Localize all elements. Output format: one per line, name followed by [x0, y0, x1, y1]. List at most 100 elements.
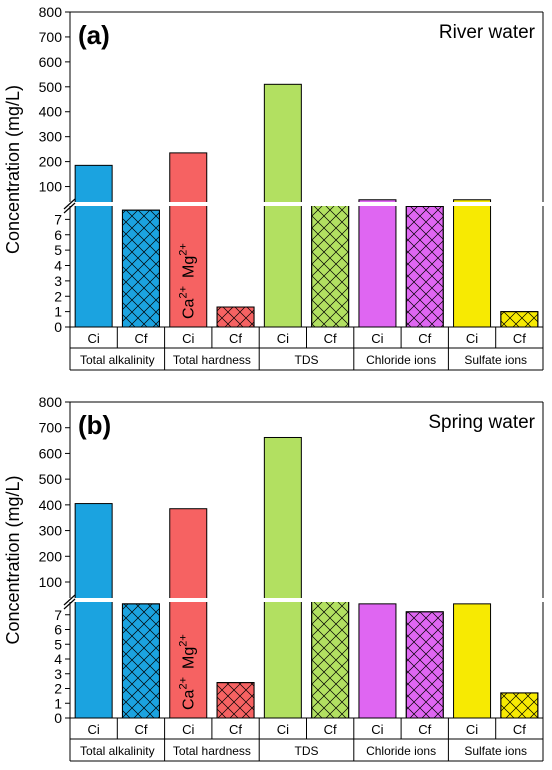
y-tick-label: 400: [39, 497, 63, 513]
panel-label: (b): [78, 410, 111, 440]
bar-sulfate-ions-ci: [453, 199, 492, 328]
y-tick-label: 2: [54, 681, 62, 697]
group-label: TDS: [295, 744, 319, 758]
panel-label: (a): [78, 20, 110, 50]
bar-hatch-sulfate-ions: [500, 692, 539, 719]
bar-total-alkalinity-ci: [74, 503, 113, 719]
bar-hatch-total-alkalinity: [121, 209, 160, 328]
y-tick-label: 300: [39, 129, 63, 145]
y-tick-label: 800: [39, 394, 63, 410]
y-tick-label: 100: [39, 179, 63, 195]
axis-break-mark: [63, 198, 76, 210]
y-tick-label: 6: [54, 227, 62, 243]
y-tick-label: 5: [54, 636, 62, 652]
bar-hatch-sulfate-ions: [500, 311, 539, 328]
group-label: Sulfate ions: [464, 353, 527, 367]
y-tick-label: 200: [39, 154, 63, 170]
group-label: Total alkalinity: [80, 353, 155, 367]
y-tick-label: 5: [54, 242, 62, 258]
y-tick-label: 3: [54, 273, 62, 289]
y-tick-label: 600: [39, 54, 63, 70]
y-axis-label: Concentration (mg/L): [3, 475, 23, 644]
category-label-ci: Ci: [277, 722, 289, 737]
group-label: Total hardness: [173, 744, 251, 758]
group-label: TDS: [295, 353, 319, 367]
group-label: Chloride ions: [366, 744, 436, 758]
y-tick-label: 1: [54, 304, 62, 320]
annotation-ca: Ca: [180, 689, 197, 710]
bar-total-alkalinity-ci: [74, 164, 113, 328]
group-label: Chloride ions: [366, 353, 436, 367]
bar-hatch-total-hardness: [216, 306, 255, 328]
y-tick-label: 6: [54, 622, 62, 638]
category-label-ci: Ci: [466, 722, 478, 737]
category-label-ci: Ci: [277, 331, 289, 346]
y-tick-label: 800: [39, 4, 63, 20]
axis-break-mark: [63, 594, 76, 606]
bar-hatch-tds: [311, 202, 350, 328]
hardness-ions-annotation: Ca2+Mg2+: [177, 243, 197, 319]
panel-title: Spring water: [428, 412, 535, 433]
bar-tds-ci: [263, 436, 302, 719]
bar-sulfate-ions-ci: [453, 603, 492, 719]
axis-break-gap: [64, 202, 543, 206]
category-label-ci: Ci: [466, 331, 478, 346]
y-tick-label: 4: [54, 651, 62, 667]
category-label-ci: Ci: [88, 331, 100, 346]
y-tick-label: 500: [39, 79, 63, 95]
bar-total-hardness-ci: [169, 508, 208, 719]
y-axis-label: Concentration (mg/L): [3, 85, 23, 254]
category-label-ci: Ci: [182, 722, 194, 737]
y-tick-label: 0: [54, 710, 62, 726]
category-label-cf: Cf: [229, 331, 242, 346]
category-label-cf: Cf: [513, 331, 526, 346]
group-label: Sulfate ions: [464, 744, 527, 758]
bar-chloride-ions-ci: [358, 199, 397, 328]
bar-hatch-total-alkalinity: [121, 603, 160, 719]
y-tick-label: 400: [39, 104, 63, 120]
y-tick-label: 2: [54, 288, 62, 304]
annotation-ca-sup: 2+: [177, 286, 189, 299]
annotation-ca-sup: 2+: [177, 677, 189, 690]
bar-hatch-total-hardness: [216, 682, 255, 719]
annotation-mg: Mg: [180, 647, 197, 669]
bar-hatch-tds: [311, 598, 350, 719]
category-label-cf: Cf: [134, 722, 147, 737]
y-tick-label: 0: [54, 319, 62, 335]
category-label-cf: Cf: [134, 331, 147, 346]
category-label-ci: Ci: [371, 722, 383, 737]
panel-title: River water: [439, 22, 536, 43]
y-tick-label: 100: [39, 574, 63, 590]
category-label-cf: Cf: [513, 722, 526, 737]
y-tick-label: 500: [39, 471, 63, 487]
y-tick-label: 700: [39, 420, 63, 436]
y-tick-label: 4: [54, 258, 62, 274]
bar-total-hardness-ci: [169, 152, 208, 328]
annotation-mg-sup: 2+: [177, 634, 189, 647]
category-label-cf: Cf: [229, 722, 242, 737]
annotation-mg-sup: 2+: [177, 243, 189, 256]
y-tick-label: 300: [39, 523, 63, 539]
annotation-mg: Mg: [180, 256, 197, 278]
y-tick-label: 200: [39, 548, 63, 564]
y-tick-label: 1: [54, 695, 62, 711]
category-label-cf: Cf: [418, 722, 431, 737]
y-tick-label: 700: [39, 29, 63, 45]
bar-hatch-chloride-ions: [405, 611, 444, 719]
y-tick-label: 600: [39, 445, 63, 461]
y-tick-label: 7: [54, 607, 62, 623]
axis-break-gap: [64, 598, 543, 602]
category-label-ci: Ci: [371, 331, 383, 346]
category-label-cf: Cf: [324, 331, 337, 346]
category-label-cf: Cf: [324, 722, 337, 737]
category-label-ci: Ci: [88, 722, 100, 737]
y-tick-label: 3: [54, 666, 62, 682]
bar-chloride-ions-ci: [358, 603, 397, 719]
y-tick-label: 7: [54, 211, 62, 227]
hardness-ions-annotation: Ca2+Mg2+: [177, 634, 197, 710]
bar-hatch-chloride-ions: [405, 205, 444, 328]
category-label-ci: Ci: [182, 331, 194, 346]
